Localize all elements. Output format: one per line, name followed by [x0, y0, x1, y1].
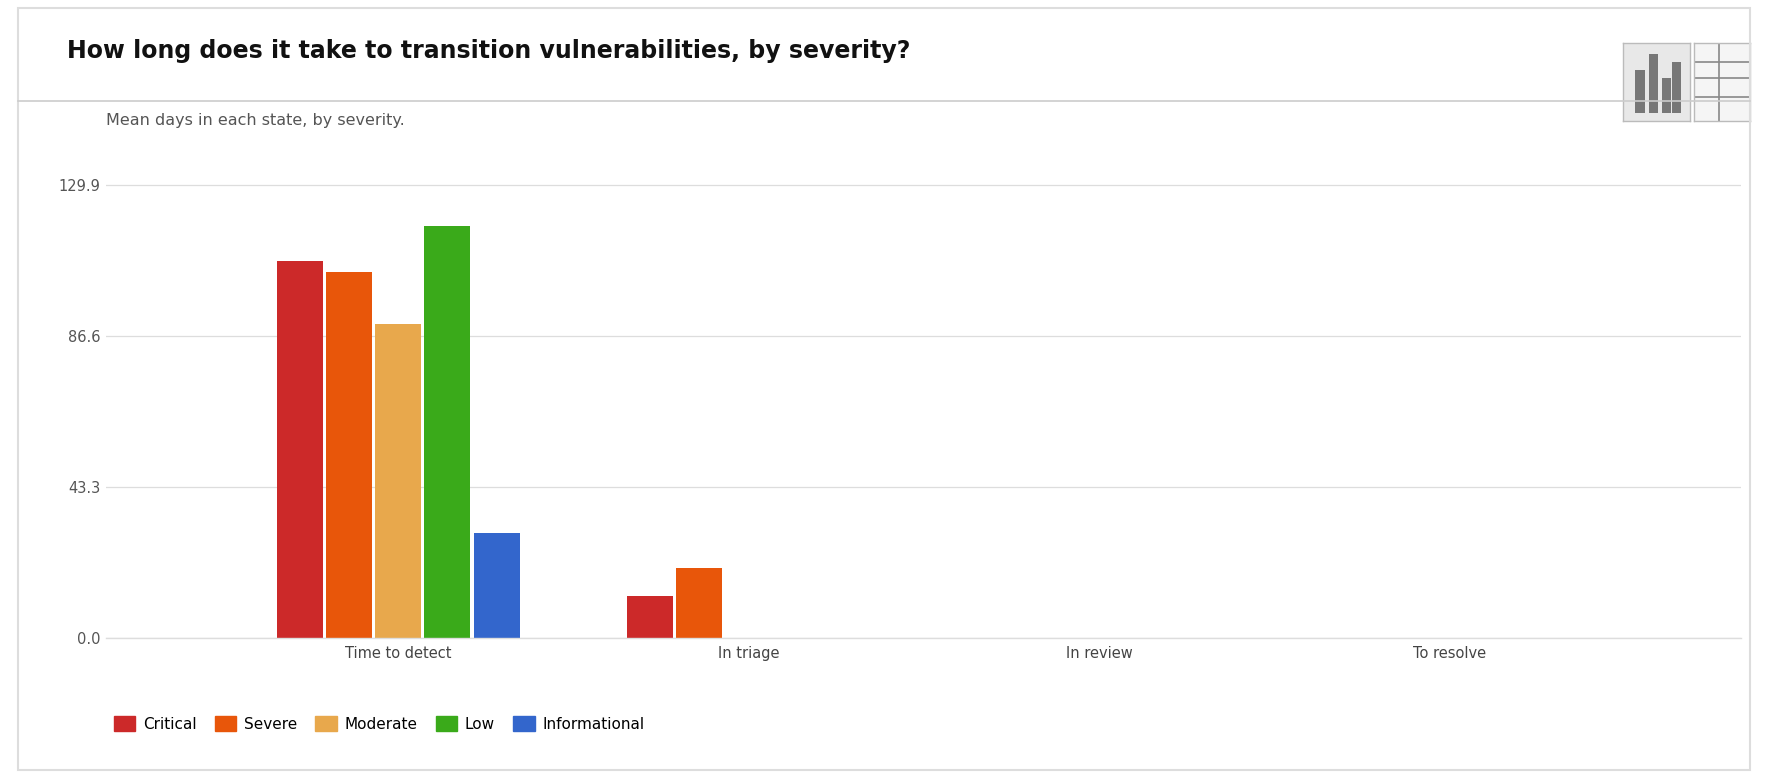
- Bar: [474, 534, 520, 638]
- Bar: [325, 272, 371, 638]
- Text: Mean days in each state, by severity.: Mean days in each state, by severity.: [106, 114, 405, 128]
- Bar: [1673, 62, 1681, 113]
- Text: How long does it take to transition vulnerabilities, by severity?: How long does it take to transition vuln…: [67, 39, 911, 62]
- Bar: [628, 596, 674, 638]
- Bar: [1662, 78, 1671, 113]
- Bar: [424, 226, 470, 638]
- Legend: Critical, Severe, Moderate, Low, Informational: Critical, Severe, Moderate, Low, Informa…: [113, 717, 644, 732]
- Bar: [375, 324, 421, 638]
- Bar: [1648, 54, 1658, 113]
- Bar: [1635, 70, 1644, 113]
- Bar: [677, 568, 723, 638]
- Bar: [278, 261, 322, 638]
